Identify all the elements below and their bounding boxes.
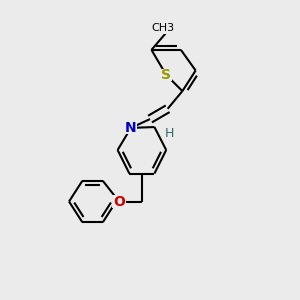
Bar [112, 195, 126, 208]
Bar [164, 128, 175, 140]
Text: S: S [161, 68, 171, 82]
Text: O: O [113, 194, 125, 208]
Bar [153, 22, 174, 34]
Text: CH3: CH3 [152, 23, 175, 33]
Bar [160, 69, 172, 81]
Text: H: H [164, 127, 174, 140]
Text: N: N [125, 121, 137, 135]
Bar [124, 122, 137, 134]
